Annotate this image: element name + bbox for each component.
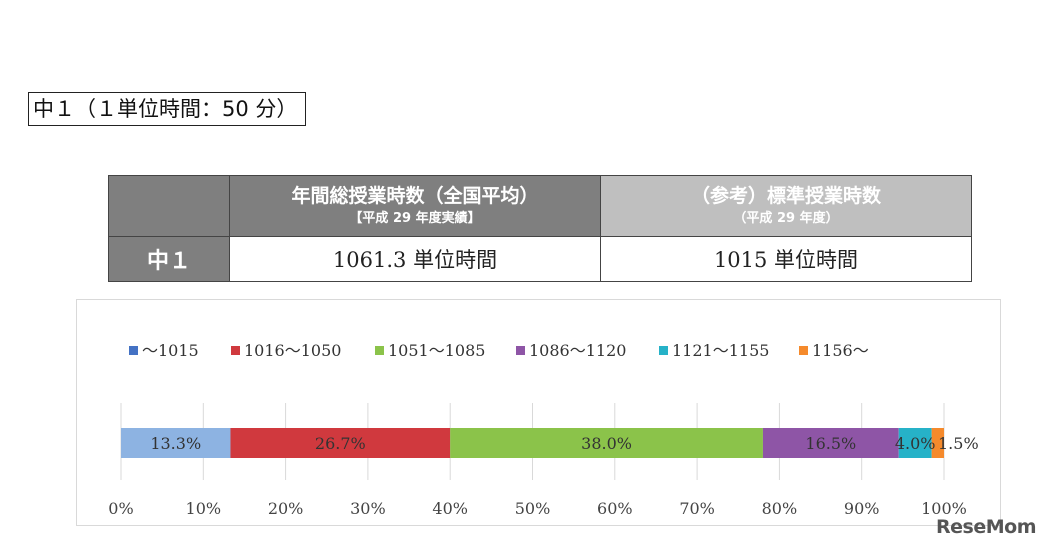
section-title: 中１（１単位時間：50 分） (28, 92, 307, 126)
header-standard-hours-main: （参考）標準授業時数 (690, 185, 881, 207)
legend-swatch (799, 346, 808, 355)
watermark-logo: ReseMom (936, 516, 1036, 538)
x-tick-label: 30% (350, 499, 386, 518)
x-tick-label: 100% (921, 499, 967, 518)
data-label: 1.5% (938, 434, 979, 453)
data-label: 26.7% (315, 434, 366, 453)
data-label: 38.0% (581, 434, 632, 453)
legend-label: 1051～1085 (388, 341, 485, 360)
legend-swatch (231, 346, 240, 355)
x-tick-label: 90% (844, 499, 880, 518)
row-label-grade: 中１ (108, 236, 230, 282)
bar-segment (450, 428, 763, 458)
table-corner-cell (108, 175, 230, 237)
annual-total-value: 1061.3 単位時間 (229, 236, 601, 282)
standard-hours-value: 1015 単位時間 (600, 236, 972, 282)
data-label: 16.5% (805, 434, 856, 453)
x-tick-label: 80% (762, 499, 798, 518)
legend-swatch (129, 346, 138, 355)
header-annual-total-sub: 【平成 29 年度実績】 (349, 211, 481, 226)
data-label: 4.0% (895, 434, 936, 453)
legend-swatch (375, 346, 384, 355)
x-tick-label: 0% (108, 499, 133, 518)
legend-label: ～1015 (142, 341, 199, 360)
header-annual-total: 年間総授業時数（全国平均） 【平成 29 年度実績】 (229, 175, 601, 237)
bar-segment (762, 428, 899, 458)
legend-swatch (659, 346, 668, 355)
x-tick-label: 40% (432, 499, 468, 518)
x-tick-label: 70% (679, 499, 715, 518)
data-label: 13.3% (150, 434, 201, 453)
legend-label: 1016～1050 (244, 341, 341, 360)
x-tick-label: 60% (597, 499, 633, 518)
x-tick-label: 20% (268, 499, 304, 518)
summary-table: 年間総授業時数（全国平均） 【平成 29 年度実績】 （参考）標準授業時数 （平… (108, 175, 972, 282)
bar-segment (931, 428, 944, 458)
bar-segment (230, 428, 451, 458)
legend-label: 1156～ (812, 341, 869, 360)
header-standard-hours-sub: （平成 29 年度） (733, 211, 839, 226)
header-annual-total-main: 年間総授業時数（全国平均） (291, 185, 539, 207)
x-tick-label: 10% (186, 499, 222, 518)
header-standard-hours: （参考）標準授業時数 （平成 29 年度） (600, 175, 972, 237)
bar-segment (121, 428, 231, 458)
stacked-bar-chart: 13.3% 26.7% 38.0% 16.5% 4.0% 1.5% 0% 10% 20% 30% 4… (108, 341, 979, 518)
legend-swatch (516, 346, 525, 355)
legend-label: 1121～1155 (672, 341, 769, 360)
legend-label: 1086～1120 (529, 341, 626, 360)
table-row: 中１ 1061.3 単位時間 1015 単位時間 (108, 236, 972, 282)
bar-segment (898, 428, 932, 458)
x-tick-label: 50% (515, 499, 551, 518)
chart-frame: 13.3% 26.7% 38.0% 16.5% 4.0% 1.5% 0% 10% 20% 30% 4… (76, 299, 1001, 526)
